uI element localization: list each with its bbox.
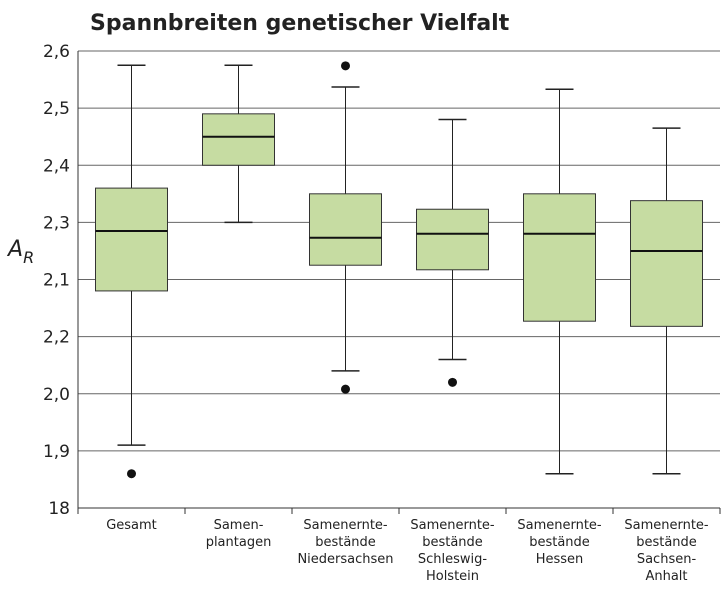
y-tick-label: 2,5 — [43, 99, 70, 119]
box — [523, 193, 596, 322]
box — [416, 208, 489, 271]
box — [202, 113, 275, 166]
x-tick-label: Samenernte-bestände Niedersachsen — [297, 518, 393, 567]
y-tick-label: 2,0 — [43, 385, 70, 405]
y-tick-label: 2,3 — [43, 213, 70, 233]
x-tick-label: Samen-plantagen — [206, 518, 272, 550]
box — [630, 200, 703, 327]
box — [95, 187, 168, 292]
y-tick-label: 2,1 — [43, 271, 70, 291]
box — [309, 193, 382, 266]
y-label-sub: R — [23, 248, 34, 267]
outlier — [448, 377, 457, 387]
chart-title: Spannbreiten genetischer Vielfalt — [90, 11, 510, 36]
x-tick-label: Samenernte-bestände Hessen — [517, 518, 602, 567]
x-tick-label: Gesamt — [106, 518, 157, 533]
y-tick-label: 2,2 — [43, 328, 70, 348]
outlier — [127, 469, 136, 479]
x-tick-label: Samenernte-bestände Sachsen-Anhalt — [624, 518, 709, 584]
y-tick-label: 18 — [48, 499, 70, 519]
y-tick-label: 1,9 — [43, 442, 70, 462]
outlier — [341, 61, 350, 71]
y-tick-label: 2,4 — [43, 156, 70, 176]
x-tick-label: Samenernte-bestände Schleswig-Holstein — [410, 518, 495, 584]
y-tick-label: 2,6 — [43, 42, 70, 62]
y-label-base: A — [6, 237, 23, 262]
y-axis-label: AR — [6, 237, 34, 267]
outlier — [341, 384, 350, 394]
